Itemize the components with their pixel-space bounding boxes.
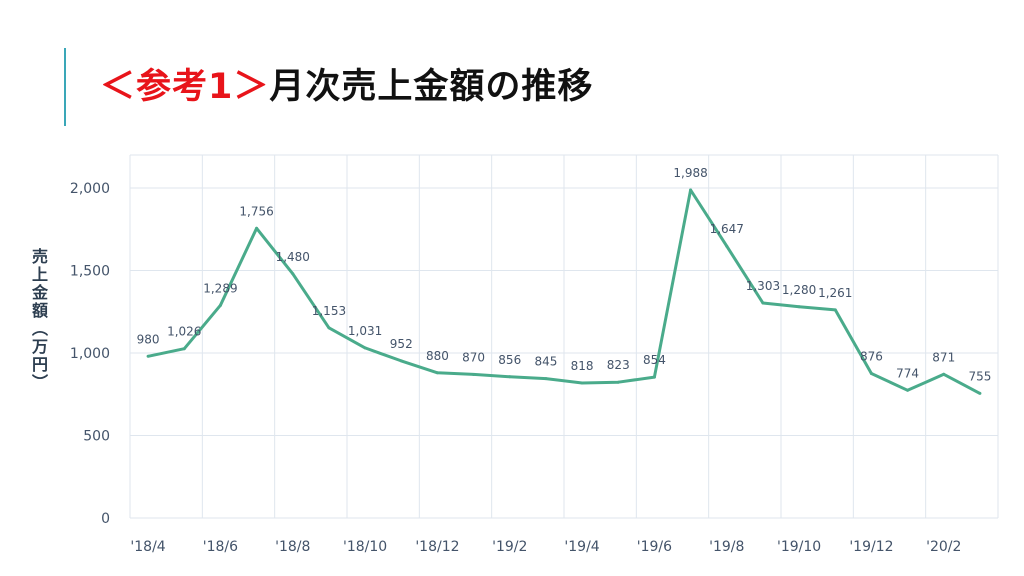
data-label: 952 <box>390 337 413 351</box>
data-point <box>544 377 548 381</box>
data-label: 1,480 <box>276 250 310 264</box>
slide-title: ＜参考1＞月次売上金額の推移 <box>100 58 593 109</box>
y-axis-ticks: 0 500 1,000 1,500 2,000 <box>70 181 110 527</box>
x-tick-label: '19/6 <box>637 539 672 555</box>
title-accent-bar <box>64 48 66 126</box>
series-line <box>147 188 981 395</box>
data-label: 1,280 <box>782 283 816 297</box>
data-label: 1,153 <box>312 304 346 318</box>
data-point <box>616 380 620 384</box>
data-point <box>652 375 656 379</box>
data-label: 774 <box>896 366 919 380</box>
data-point <box>399 359 403 363</box>
y-tick-label: 0 <box>101 511 110 527</box>
data-label: 880 <box>426 349 449 363</box>
data-point <box>725 244 729 248</box>
data-point <box>182 347 186 351</box>
data-label: 1,988 <box>673 166 707 180</box>
data-label: 1,261 <box>818 286 852 300</box>
data-label: 1,289 <box>203 281 237 295</box>
data-point <box>363 346 367 350</box>
data-point <box>797 305 801 309</box>
x-axis-ticks: '18/4 '18/6 '18/8 '18/10 '18/12 '19/2 '19/4 '19… <box>130 539 961 555</box>
data-label: 1,031 <box>348 324 382 338</box>
data-point <box>869 371 873 375</box>
x-tick-label: '18/6 <box>203 539 238 555</box>
x-tick-label: '19/10 <box>777 539 821 555</box>
y-tick-label: 1,000 <box>70 346 110 362</box>
data-label: 980 <box>137 332 160 346</box>
data-label: 876 <box>860 349 883 363</box>
x-tick-label: '19/8 <box>709 539 744 555</box>
x-tick-label: '19/4 <box>564 539 599 555</box>
data-point <box>833 308 837 312</box>
x-tick-label: '18/10 <box>343 539 387 555</box>
data-point <box>146 354 150 358</box>
data-point <box>327 326 331 330</box>
slide-title-tag: ＜参考1＞ <box>100 67 270 107</box>
y-tick-label: 1,500 <box>70 264 110 280</box>
data-point <box>942 372 946 376</box>
data-label: 845 <box>534 355 557 369</box>
slide-title-main: 月次売上金額の推移 <box>269 67 594 107</box>
data-point <box>435 371 439 375</box>
data-label: 854 <box>643 353 666 367</box>
data-point <box>978 391 982 395</box>
data-label: 1,647 <box>710 222 744 236</box>
x-tick-label: '18/12 <box>415 539 459 555</box>
data-label: 1,303 <box>746 279 780 293</box>
x-tick-label: '18/4 <box>130 539 165 555</box>
data-point <box>508 375 512 379</box>
data-point <box>291 272 295 276</box>
x-tick-label: '19/12 <box>849 539 893 555</box>
y-axis-label: 売上金額（万円） <box>29 248 48 392</box>
data-label: 818 <box>571 359 594 373</box>
x-tick-label: '20/2 <box>926 539 961 555</box>
data-point <box>472 372 476 376</box>
data-point <box>580 381 584 385</box>
data-point <box>689 188 693 192</box>
y-tick-label: 2,000 <box>70 181 110 197</box>
data-label: 856 <box>498 353 521 367</box>
x-tick-label: '19/2 <box>492 539 527 555</box>
data-label: 1,756 <box>239 204 273 218</box>
data-point <box>906 388 910 392</box>
data-point <box>255 226 259 230</box>
data-label: 1,026 <box>167 325 201 339</box>
x-tick-label: '18/8 <box>275 539 310 555</box>
data-label: 871 <box>932 350 955 364</box>
data-label: 755 <box>968 369 991 383</box>
data-label: 823 <box>607 358 630 372</box>
y-tick-label: 500 <box>83 429 110 445</box>
data-label: 870 <box>462 350 485 364</box>
data-point <box>761 301 765 305</box>
data-point <box>218 303 222 307</box>
chart-series <box>146 188 982 395</box>
chart-grid <box>129 154 999 519</box>
